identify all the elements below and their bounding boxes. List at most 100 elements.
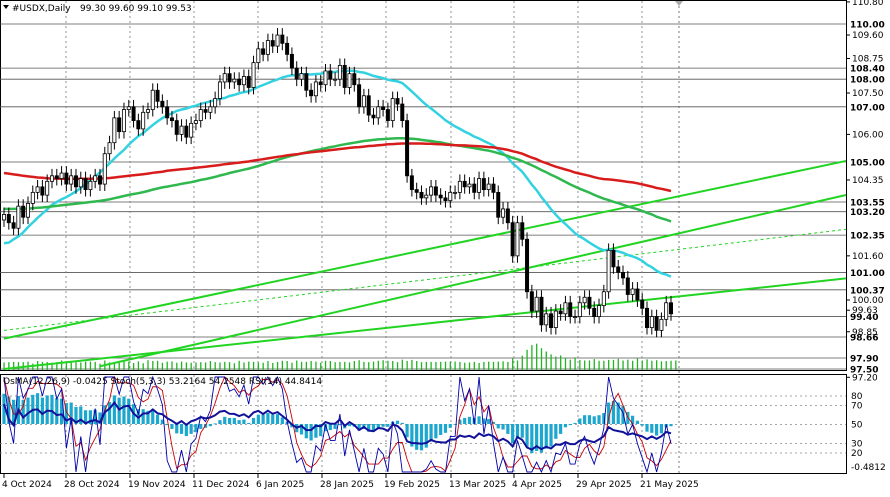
volume-bar bbox=[137, 361, 140, 370]
volume-bar bbox=[492, 361, 495, 370]
volume-bar bbox=[560, 355, 562, 370]
volume-bar bbox=[214, 362, 216, 370]
osma-bar bbox=[506, 424, 510, 434]
osma-bar bbox=[309, 424, 313, 441]
candle-body bbox=[160, 100, 165, 108]
candle-body bbox=[73, 175, 78, 188]
candle-body bbox=[625, 277, 630, 295]
price-level-label-bg bbox=[848, 206, 884, 217]
trend-lines-group bbox=[3, 159, 847, 371]
candle-body bbox=[59, 172, 64, 179]
osma-bar bbox=[439, 424, 443, 435]
candle-body bbox=[472, 183, 477, 193]
candle-body bbox=[294, 67, 299, 80]
price-level-label-bg bbox=[848, 101, 884, 112]
candle-body bbox=[16, 205, 21, 229]
candle-body bbox=[136, 120, 141, 130]
volume-bar bbox=[190, 362, 192, 370]
osma-bar bbox=[405, 424, 409, 438]
date-label: 28 Jan 2025 bbox=[320, 480, 374, 490]
volume-bar bbox=[8, 362, 10, 370]
volume-bar bbox=[612, 359, 615, 370]
candle-body bbox=[438, 194, 443, 199]
candle-body bbox=[381, 106, 386, 110]
osma-bar bbox=[530, 424, 534, 454]
osma-bar bbox=[184, 424, 188, 437]
candle-body bbox=[237, 78, 242, 86]
osma-bar bbox=[616, 402, 620, 424]
osma-bar bbox=[669, 424, 673, 427]
volume-bar bbox=[396, 362, 399, 370]
candle-body bbox=[486, 183, 491, 191]
candle-body bbox=[93, 175, 98, 182]
price-tick-label: 98.85 bbox=[852, 328, 878, 338]
candle-body bbox=[198, 109, 203, 122]
osma-bar bbox=[578, 418, 582, 424]
price-level-label-bg bbox=[848, 197, 884, 208]
volume-bar bbox=[473, 361, 475, 370]
volume-bar bbox=[348, 362, 351, 370]
osma-bar bbox=[458, 419, 462, 424]
volume-bar bbox=[382, 360, 384, 370]
volume-bar bbox=[387, 360, 389, 370]
volume-bar bbox=[569, 359, 571, 370]
osma-bar bbox=[477, 416, 481, 424]
volume-bar bbox=[411, 359, 413, 370]
volume-bar bbox=[108, 362, 111, 370]
price-tick-label: 110.80 bbox=[852, 0, 884, 8]
candle-body bbox=[265, 40, 270, 55]
price-level-label: 101.00 bbox=[850, 269, 885, 279]
date-axis-group: 4 Oct 2024 28 Oct 2024 19 Nov 2024 11 Dec 2… bbox=[2, 473, 699, 490]
candle-body bbox=[659, 318, 664, 331]
osma-bar bbox=[280, 417, 284, 424]
osma-bar bbox=[242, 419, 246, 424]
volume-bar bbox=[665, 361, 667, 370]
osma-bar bbox=[251, 417, 256, 424]
volume-bar bbox=[526, 349, 528, 370]
volume-bars-group bbox=[3, 343, 677, 370]
volume-bar bbox=[401, 359, 403, 370]
price-level-label: 97.90 bbox=[850, 354, 878, 364]
shift-marker-icon[interactable] bbox=[675, 1, 683, 6]
candle-body bbox=[395, 98, 400, 105]
price-level-label-bg bbox=[848, 284, 884, 295]
volume-bar bbox=[593, 359, 595, 370]
osma-bar bbox=[640, 424, 644, 426]
candle-body bbox=[232, 78, 237, 83]
volume-bar bbox=[166, 361, 168, 370]
volume-bar bbox=[84, 361, 87, 370]
volume-bar bbox=[675, 360, 677, 370]
candle-body bbox=[289, 53, 294, 69]
volume-bar bbox=[89, 361, 92, 370]
candle-body bbox=[313, 81, 318, 97]
volume-bar bbox=[564, 357, 567, 370]
volume-bar bbox=[204, 362, 207, 370]
volume-bar bbox=[233, 363, 236, 370]
volume-bar bbox=[377, 360, 379, 370]
volume-bar bbox=[353, 361, 355, 370]
osma-bar bbox=[232, 417, 236, 424]
osma-bar bbox=[400, 422, 404, 424]
volume-bar bbox=[51, 362, 53, 370]
osma-bar bbox=[261, 414, 265, 424]
candle-body bbox=[2, 214, 7, 221]
volume-bar bbox=[185, 362, 188, 370]
volume-bar bbox=[262, 362, 264, 370]
price-level-label: 100.37 bbox=[850, 286, 885, 296]
volume-bar bbox=[372, 361, 375, 370]
candle-body bbox=[654, 316, 659, 331]
price-level-label-bg bbox=[848, 74, 884, 85]
volume-bar bbox=[286, 361, 288, 370]
collapse-arrow-icon[interactable] bbox=[3, 5, 9, 9]
volume-bar bbox=[41, 361, 44, 370]
volume-bar bbox=[315, 361, 317, 370]
osma-bar bbox=[573, 422, 577, 424]
candle-body bbox=[347, 73, 352, 88]
price-tick-label: 106.00 bbox=[852, 130, 884, 140]
candle-body bbox=[112, 117, 117, 144]
volume-bar bbox=[646, 359, 648, 370]
osma-bar bbox=[463, 417, 467, 424]
candle-body bbox=[568, 302, 573, 317]
volume-bar bbox=[392, 361, 394, 370]
